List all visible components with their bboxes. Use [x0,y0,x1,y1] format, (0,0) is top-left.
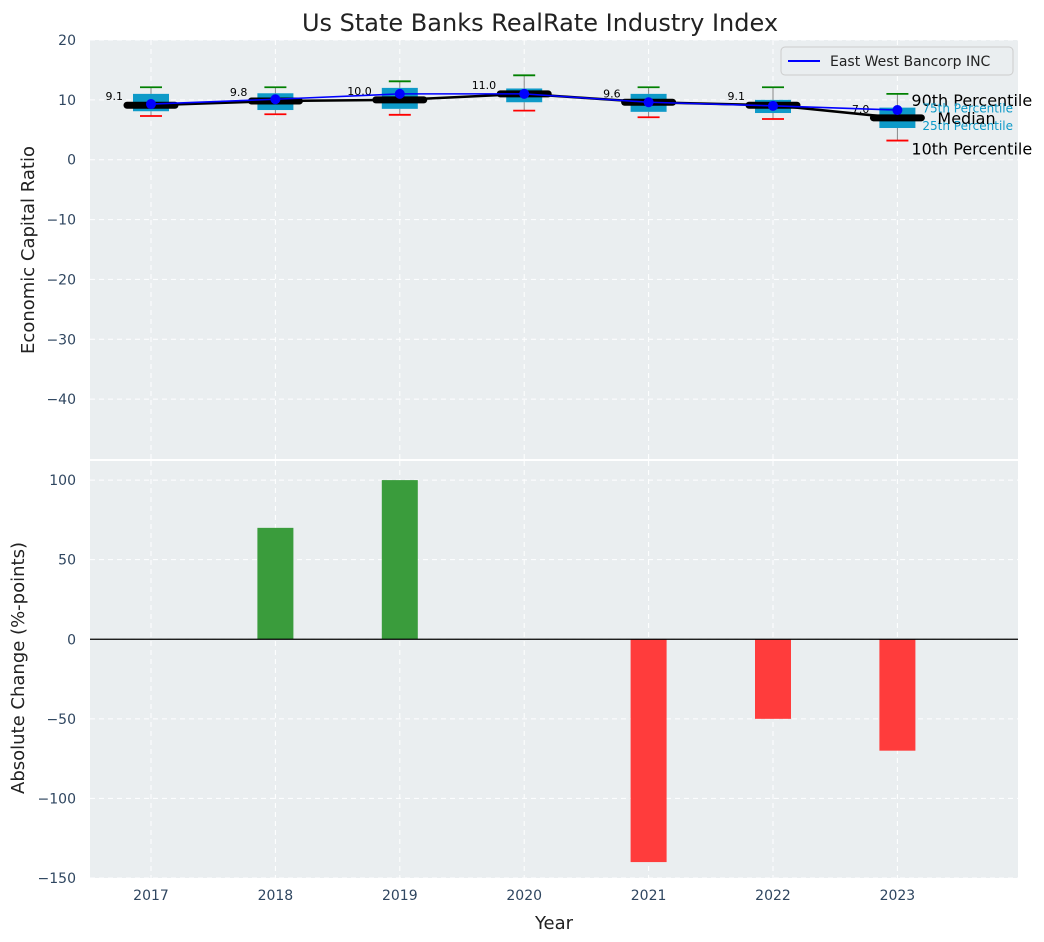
x-tick-label: 2020 [506,888,542,904]
median-annotation: Median [937,109,995,128]
x-tick-label: 2017 [133,888,169,904]
top-y-tick-label: −10 [46,213,76,229]
company-point [768,100,778,111]
legend-box [780,46,1014,76]
change-bar [879,639,916,751]
top-y-tick-label: −40 [46,392,76,408]
bottom-y-tick-label: −150 [38,871,76,887]
top-y-tick-label: 10 [58,93,76,109]
company-point [892,105,903,116]
change-bar [257,527,294,640]
bottom-y-tick-label: −50 [46,712,76,728]
change-bar [755,639,791,719]
p25-annotation: 25th Percentile [922,119,1013,133]
p75-annotation: 75th Percentile [922,102,1013,116]
x-tick-label: 2019 [382,888,418,904]
median-value-label: 9.1 [106,90,124,103]
company-point [270,94,281,105]
change-bar [381,480,418,640]
top-y-tick-label: 20 [58,33,76,49]
x-tick-label: 2022 [755,888,791,904]
company-point [643,97,654,108]
x-axis-label: Year [534,913,574,934]
bottom-y-tick-label: 0 [67,632,76,648]
top-y-tick-label: −30 [46,332,76,348]
company-point [394,88,405,99]
bottom-y-axis-label: Absolute Change (%-points) [8,542,29,794]
change-bar [630,639,667,863]
p90-annotation: 90th Percentile [911,91,1032,110]
company-point [519,88,530,99]
x-tick-label: 2023 [880,888,916,904]
top-y-tick-label: −20 [46,272,76,288]
p10-annotation: 10th Percentile [911,140,1032,159]
top-y-tick-label: 0 [67,153,76,169]
bottom-y-tick-label: 50 [58,553,76,569]
chart-title: Us State Banks RealRate Industry Index [302,9,778,37]
median-value-label: 9.8 [230,86,248,99]
median-value-label: 11.0 [472,79,497,92]
median-value-label: 9.1 [728,90,746,103]
legend: East West Bancorp INC [780,46,1014,76]
x-tick-label: 2018 [258,888,294,904]
x-tick-label: 2021 [631,888,667,904]
company-point [146,99,156,110]
bar-chart-panel: 100 50 0 −50 −100 −150 2017 2018 2019 2020 2021 202… [38,461,1018,904]
bottom-plot-area [90,461,1018,878]
top-plot-area [90,40,1018,459]
median-value-label: 9.6 [603,87,621,100]
top-y-axis-label: Economic Capital Ratio [18,146,39,354]
bottom-y-tick-label: −100 [38,791,76,807]
legend-label-company: East West Bancorp INC [830,54,991,70]
bottom-y-tick-label: 100 [49,473,76,489]
